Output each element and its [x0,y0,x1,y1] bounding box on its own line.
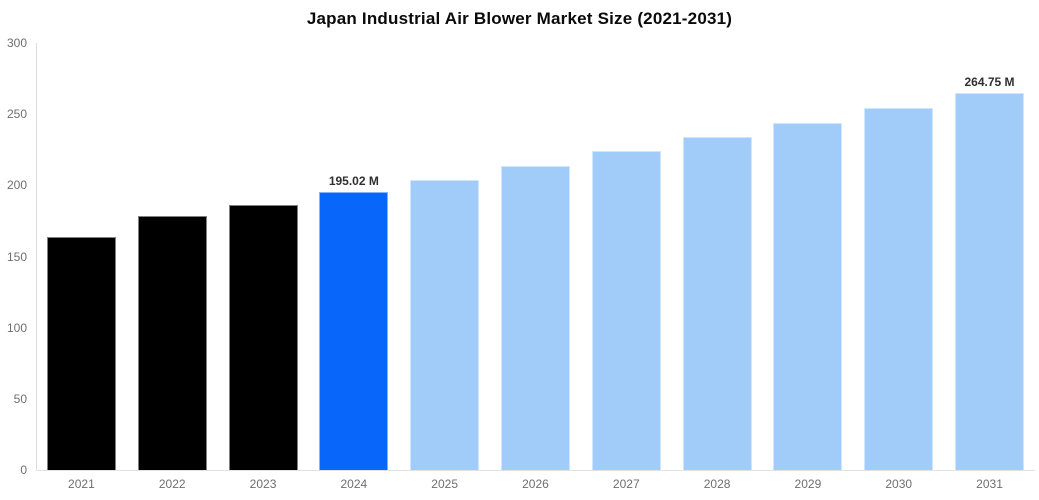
bar-column: 2021 [36,43,127,491]
x-tick-label: 2027 [612,477,640,491]
x-tick-label: 2025 [431,477,459,491]
y-tick-label: 50 [13,391,27,406]
bar-value-label: 264.75 M [964,75,1015,90]
y-tick-label: 0 [20,463,27,477]
bar-column: 2029 [763,43,854,491]
x-tick-label: 2030 [885,477,913,491]
bar-column: 2023 [218,43,309,491]
y-axis-line [36,43,37,470]
y-tick-label: 250 [6,107,27,122]
bar-column: 2028 [672,43,763,491]
bar-column: 195.02 M 2024 [308,43,399,491]
bar-2024: 195.02 M [319,174,389,470]
x-tick-label: 2028 [703,477,731,491]
bar-2023 [228,204,298,470]
x-axis-line [36,470,1035,471]
bar-column: 264.75 M 2031 [944,43,1035,491]
bar-2026 [500,166,570,470]
x-tick-label: 2022 [158,477,186,491]
bar-value-label: 195.02 M [328,174,379,189]
bar-2028 [682,136,752,470]
x-tick-label: 2023 [249,477,277,491]
bar-2027 [591,151,661,470]
y-tick-label: 300 [6,36,27,50]
x-tick-label: 2024 [340,477,368,491]
bar-column: 2027 [581,43,672,491]
bar-2030 [864,108,934,470]
x-tick-label: 2029 [794,477,822,491]
chart-title: Japan Industrial Air Blower Market Size … [306,9,733,28]
x-tick-label: 2026 [522,477,549,491]
bar-column: 2030 [853,43,944,491]
x-tick-label: 2031 [976,477,1003,491]
bar-column: 2022 [127,43,218,491]
bar-column: 2026 [490,43,581,491]
bar-2029 [773,122,843,470]
bar-2025 [410,180,480,470]
y-tick-label: 150 [6,249,27,264]
y-tick-label: 100 [6,320,27,335]
bar-2031: 264.75 M [955,75,1025,470]
bar-2021 [46,236,116,470]
bar-2022 [137,215,207,470]
y-tick-label: 200 [6,178,27,193]
x-tick-label: 2021 [68,477,95,491]
bar-column: 2025 [399,43,490,491]
bars-container: 2021 2022 2023 195.02 M 2024 2025 2026 2027 2028… [36,43,1035,491]
